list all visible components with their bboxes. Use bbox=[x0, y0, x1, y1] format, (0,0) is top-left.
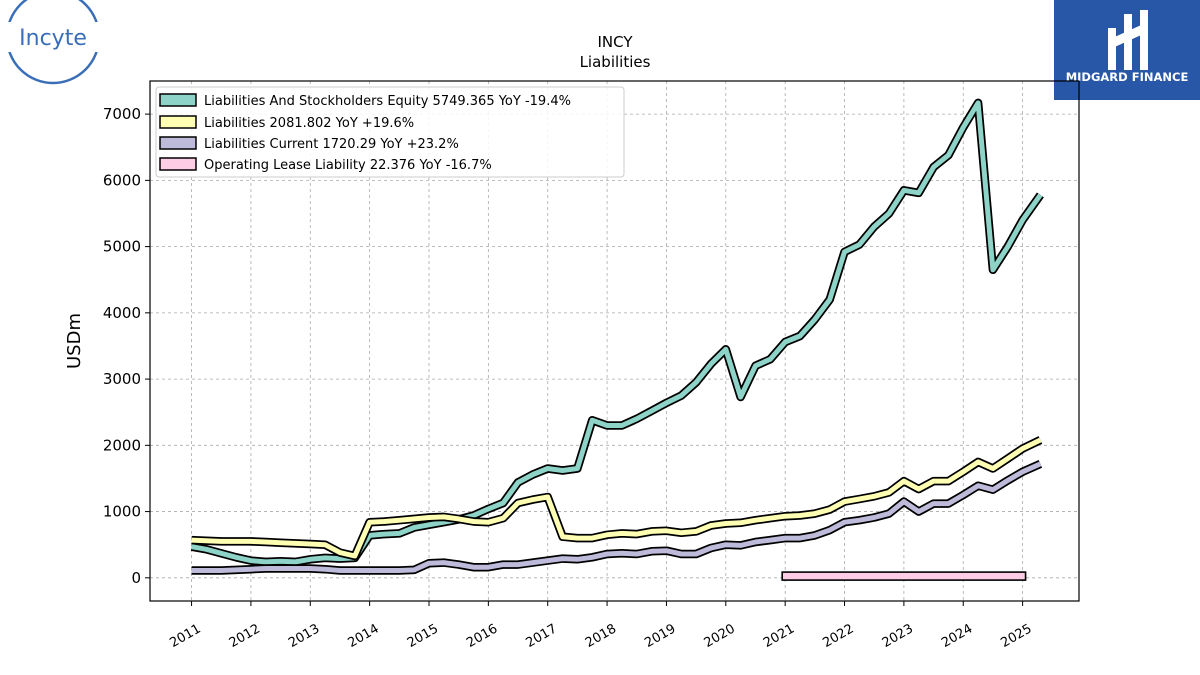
series-line bbox=[191, 437, 1042, 559]
x-tick-label: 2017 bbox=[524, 621, 560, 651]
x-tick-label: 2021 bbox=[761, 621, 797, 651]
series-1 bbox=[190, 98, 1044, 567]
x-tick-label: 2011 bbox=[167, 621, 203, 651]
y-tick-label: 0 bbox=[131, 569, 141, 587]
series-line bbox=[191, 100, 1043, 565]
y-tick-label: 4000 bbox=[103, 304, 141, 322]
legend: Liabilities And Stockholders Equity 5749… bbox=[155, 86, 625, 178]
legend-swatch-2 bbox=[159, 115, 197, 129]
x-tick-label: 2019 bbox=[642, 621, 678, 651]
y-tick-label: 1000 bbox=[103, 503, 141, 521]
x-tick-label: 2015 bbox=[405, 621, 441, 651]
logo-ring-gap bbox=[0, 22, 108, 52]
legend-item-2: Liabilities 2081.802 YoY +19.6% bbox=[159, 115, 414, 131]
x-tick-label: 2016 bbox=[464, 621, 500, 651]
y-axis-label: USDm bbox=[64, 313, 85, 369]
x-tick-label: 2014 bbox=[345, 621, 381, 651]
series-layer bbox=[190, 98, 1044, 581]
x-tick-label: 2024 bbox=[939, 621, 975, 651]
series-band bbox=[781, 571, 1027, 581]
x-tick-label: 2018 bbox=[583, 621, 619, 651]
incyte-logo: Incyte bbox=[0, 0, 108, 85]
x-tick-label: 2020 bbox=[702, 621, 738, 651]
series-4 bbox=[781, 571, 1027, 581]
x-tick-label: 2022 bbox=[820, 621, 856, 651]
legend-label-2: Liabilities 2081.802 YoY +19.6% bbox=[204, 116, 414, 131]
series-line bbox=[191, 461, 1042, 573]
y-tick-label: 3000 bbox=[103, 370, 141, 388]
legend-label-1: Liabilities And Stockholders Equity 5749… bbox=[204, 94, 571, 109]
legend-swatch-1 bbox=[159, 93, 197, 107]
x-tick-label: 2013 bbox=[286, 621, 322, 651]
chart-title: INCY bbox=[597, 33, 633, 51]
legend-label-3: Liabilities Current 1720.29 YoY +23.2% bbox=[204, 137, 459, 152]
midgard-logo: MIDGARD FINANCE bbox=[1054, 0, 1200, 100]
y-tick-label: 6000 bbox=[103, 171, 141, 189]
y-ticks: 0 1000 2000 3000 4000 5000 6000 7000 bbox=[103, 105, 150, 587]
y-tick-label: 5000 bbox=[103, 238, 141, 256]
legend-item-4: Operating Lease Liability 22.376 YoY -16… bbox=[159, 157, 492, 173]
legend-label-4: Operating Lease Liability 22.376 YoY -16… bbox=[204, 158, 492, 173]
legend-swatch-4 bbox=[159, 157, 197, 171]
legend-item-1: Liabilities And Stockholders Equity 5749… bbox=[159, 93, 571, 109]
series-outline bbox=[191, 436, 1043, 561]
x-tick-label: 2023 bbox=[880, 621, 916, 651]
series-2 bbox=[191, 436, 1043, 561]
x-ticks: 2011 2012 2013 2014 2015 2016 2017 2018 2019 2020… bbox=[167, 601, 1035, 651]
y-tick-label: 2000 bbox=[103, 436, 141, 454]
legend-swatch-3 bbox=[159, 136, 197, 150]
legend-item-3: Liabilities Current 1720.29 YoY +23.2% bbox=[159, 136, 459, 152]
y-tick-label: 7000 bbox=[103, 105, 141, 123]
plot-frame bbox=[149, 80, 1080, 602]
midgard-mark-icon bbox=[1108, 10, 1148, 70]
chart-subtitle: Liabilities bbox=[580, 53, 651, 71]
midgard-logo-text: MIDGARD FINANCE bbox=[1066, 70, 1189, 84]
logo-text: Incyte bbox=[19, 26, 87, 51]
x-tick-label: 2025 bbox=[998, 621, 1034, 651]
x-tick-label: 2012 bbox=[227, 621, 263, 651]
series-3 bbox=[191, 460, 1043, 575]
legend-box bbox=[155, 86, 625, 178]
